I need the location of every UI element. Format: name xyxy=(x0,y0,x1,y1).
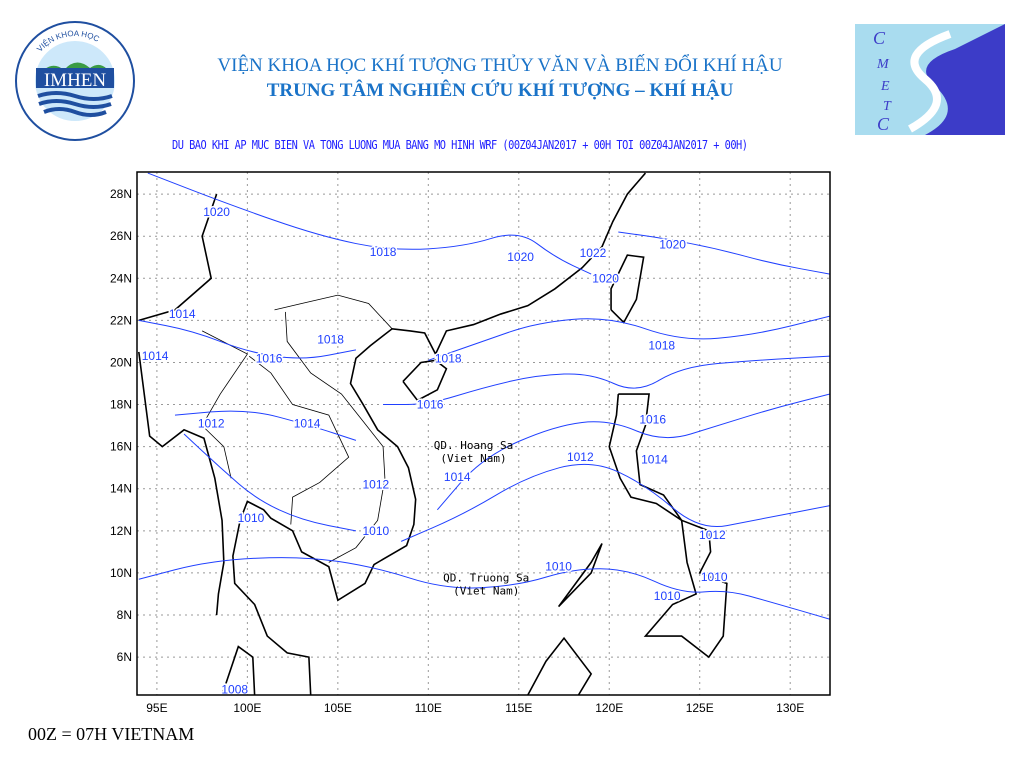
svg-text:C: C xyxy=(873,28,886,48)
lat-tick-label: 22N xyxy=(110,313,132,327)
svg-text:C: C xyxy=(877,114,890,134)
coastline xyxy=(557,543,603,608)
coastline xyxy=(232,172,647,695)
border-line xyxy=(248,355,350,525)
isobar-label: 1020 xyxy=(659,238,686,252)
isobar-1012 xyxy=(400,463,830,542)
isobar-label: 1020 xyxy=(592,271,619,285)
isobar-label: 1012 xyxy=(699,528,726,542)
border-line xyxy=(274,294,393,330)
place-label-country: (Viet Nam) xyxy=(453,584,519,597)
border-line xyxy=(201,330,248,479)
isobar-label: 1016 xyxy=(639,412,666,426)
isobar-label: 1018 xyxy=(435,351,462,365)
isobar-label: 1010 xyxy=(362,524,389,538)
isobar-label: 1016 xyxy=(417,398,444,412)
timezone-note: 00Z = 07H VIETNAM xyxy=(28,724,195,744)
isobar-label: 1010 xyxy=(701,570,728,584)
isobar-label: 1014 xyxy=(294,417,321,431)
border-line xyxy=(284,311,386,563)
lon-tick-label: 100E xyxy=(233,701,261,715)
lat-tick-label: 10N xyxy=(110,566,132,580)
center-title: TRUNG TÂM NGHIÊN CỨU KHÍ TƯỢNG – KHÍ HẬU xyxy=(266,80,734,101)
lat-tick-label: 20N xyxy=(110,355,132,369)
lat-tick-label: 12N xyxy=(110,524,132,538)
isobar-label: 1020 xyxy=(203,205,230,219)
coastline xyxy=(527,636,593,695)
lat-tick-label: 16N xyxy=(110,440,132,454)
isobar-label: 1022 xyxy=(580,246,607,260)
isobar-1012 xyxy=(183,433,357,532)
isobar-label: 1014 xyxy=(169,307,196,321)
lat-tick-label: 24N xyxy=(110,271,132,285)
isobar-label: 1018 xyxy=(370,245,397,259)
isobar-1018 xyxy=(147,172,592,275)
lat-tick-label: 14N xyxy=(110,482,132,496)
institute-title: VIỆN KHOA HỌC KHÍ TƯỢNG THỦY VĂN VÀ BIẾN… xyxy=(217,55,783,76)
coastline xyxy=(610,254,645,324)
place-label-country: (Viet Nam) xyxy=(440,452,506,465)
isobar-label: 1018 xyxy=(317,332,344,346)
isobar-label: 1010 xyxy=(238,511,265,525)
isobar-label: 1016 xyxy=(256,351,283,365)
coastline xyxy=(643,519,728,659)
isobar-label: 1014 xyxy=(142,349,169,363)
isobar-1014 xyxy=(174,410,357,441)
isobar-label: 1012 xyxy=(567,450,594,464)
isobar-label: 1014 xyxy=(641,452,668,466)
svg-text:E: E xyxy=(880,79,890,94)
isobar-label: 1018 xyxy=(648,339,675,353)
isobar-label: 1010 xyxy=(654,589,681,603)
isobar-1010 xyxy=(138,557,830,620)
isobar-1014 xyxy=(436,393,830,511)
isobar-label: 1020 xyxy=(507,250,534,264)
isobar-label: 1012 xyxy=(198,417,225,431)
lon-tick-label: 130E xyxy=(776,701,804,715)
coastline xyxy=(138,193,218,322)
cmetc-logo: C M E T C xyxy=(855,24,1005,135)
lon-tick-label: 120E xyxy=(595,701,623,715)
isobar-label: 1014 xyxy=(444,470,471,484)
lat-tick-label: 26N xyxy=(110,229,132,243)
lon-tick-label: 115E xyxy=(505,701,532,715)
lon-tick-label: 105E xyxy=(324,701,352,715)
lon-tick-label: 110E xyxy=(415,701,442,715)
isobar-1016 xyxy=(383,355,830,406)
coastline xyxy=(221,645,256,695)
isobar-label: 1010 xyxy=(545,560,572,574)
lat-tick-label: 28N xyxy=(110,187,132,201)
svg-text:T: T xyxy=(883,99,892,114)
isobar-1018 xyxy=(428,315,830,361)
coastline xyxy=(138,351,225,616)
place-label: QD. Truong Sa xyxy=(443,571,529,584)
map-subtitle: DU BAO KHI AP MUC BIEN VA TONG LUONG MUA… xyxy=(172,138,748,152)
lon-tick-label: 125E xyxy=(686,701,714,715)
isobar-1020 xyxy=(618,231,830,275)
isobar-label: 1008 xyxy=(221,683,248,697)
place-label: QD. Hoang Sa xyxy=(434,439,513,452)
lat-tick-label: 18N xyxy=(110,398,132,412)
logo-text: IMHEN xyxy=(44,70,107,91)
isobar-label: 1012 xyxy=(362,478,389,492)
lat-tick-label: 6N xyxy=(117,650,132,664)
lat-tick-label: 8N xyxy=(117,608,132,622)
lon-tick-label: 95E xyxy=(146,701,167,715)
coastline xyxy=(402,359,448,402)
map-frame xyxy=(136,171,831,696)
isobar-1016 xyxy=(138,319,357,359)
svg-text:M: M xyxy=(876,57,890,72)
imhen-logo: IMHEN VIỆN KHOA HỌC xyxy=(15,21,135,141)
